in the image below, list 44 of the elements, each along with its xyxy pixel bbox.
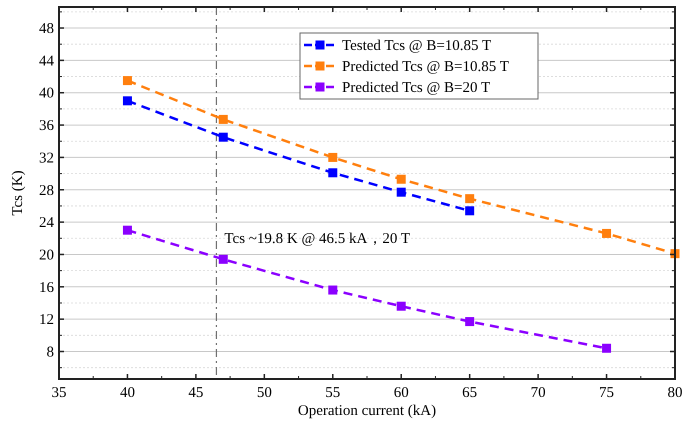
x-tick-label: 65 [462, 385, 478, 401]
point [465, 206, 474, 216]
y-tick-label: 8 [46, 344, 54, 361]
point [328, 286, 338, 295]
x-tick-label: 55 [325, 385, 340, 401]
y-tick-label: 44 [39, 53, 54, 70]
point [465, 194, 474, 204]
x-axis-title: Operation current (kA) [298, 403, 436, 419]
x-tick-label: 60 [394, 385, 409, 401]
y-tick-label: 40 [39, 86, 54, 102]
y-tick-label: 12 [39, 312, 54, 328]
point [465, 317, 474, 326]
x-tick-label: 70 [530, 385, 546, 401]
point [328, 152, 338, 162]
y-tick-label: 24 [39, 215, 54, 232]
point [122, 96, 132, 106]
point [218, 132, 228, 142]
annotation: Tcs ~19.8 K @ 46.5 kA，20 T [224, 231, 410, 248]
point [396, 174, 406, 184]
point [396, 188, 406, 197]
x-tick-label: 50 [256, 385, 272, 401]
legend-label: Predicted Tcs @ B=20 T [342, 80, 490, 96]
point [122, 76, 132, 86]
y-tick-label: 48 [39, 21, 54, 38]
x-tick-label: 45 [188, 385, 204, 401]
y-axis-title: Tcs (K) [10, 170, 26, 216]
point [328, 168, 338, 178]
x-tick-label: 35 [52, 385, 66, 401]
point [602, 228, 612, 238]
point [218, 114, 228, 124]
y-tick-label: 16 [39, 280, 54, 296]
legend-label: Tested Tcs @ B=10.85 T [342, 38, 492, 54]
point [396, 302, 406, 311]
legend-label: Predicted Tcs @ B=10.85 T [342, 59, 509, 75]
point [602, 344, 612, 353]
y-tick-label: 36 [39, 118, 54, 134]
point [218, 254, 228, 264]
x-tick-label: 75 [599, 385, 614, 401]
y-tick-label: 28 [39, 182, 54, 199]
point [122, 226, 132, 235]
x-tick-label: 80 [668, 385, 682, 401]
y-tick-label: 20 [39, 247, 54, 264]
x-tick-label: 40 [120, 385, 135, 401]
y-tick-label: 32 [39, 150, 54, 166]
